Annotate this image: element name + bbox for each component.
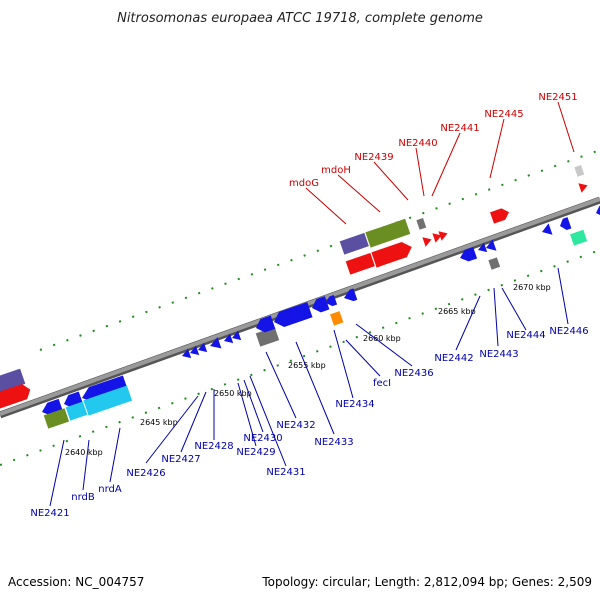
gene-box — [488, 257, 501, 270]
genome-summary-text: Topology: circular; Length: 2,812,094 bp… — [261, 575, 592, 589]
gene-arrow — [345, 252, 375, 275]
gene-box — [255, 326, 280, 347]
gene-label-bottom: NE2431 — [266, 467, 305, 478]
gene-arrow — [256, 315, 276, 333]
gene-label-top: NE2440 — [398, 138, 437, 149]
gene-arrow — [560, 217, 572, 231]
gene-label-bottom: NE2436 — [394, 368, 433, 379]
gene-label-bottom: fecI — [373, 378, 391, 389]
scale-label: 2660 kbp — [363, 334, 401, 343]
gene-arrow — [210, 337, 222, 349]
gene-arrow — [486, 239, 497, 251]
gene-arrow — [82, 375, 129, 403]
gene-label-bottom: NE2434 — [335, 399, 374, 410]
gene-arrow — [326, 295, 338, 307]
scale-label: 2670 kbp — [513, 283, 551, 292]
scale-label: 2645 kbp — [140, 418, 178, 427]
gene-arrow — [478, 242, 488, 253]
gene-label-bottom: NE2429 — [236, 447, 275, 458]
gene-box — [570, 229, 588, 246]
labels-top: mdoG mdoH NE2439 NE2440 NE2441 NE2445 NE… — [289, 92, 578, 189]
gene-label-bottom: NE2421 — [30, 508, 69, 519]
scale-label: 2640 kbp — [65, 448, 103, 457]
gene-label-top: NE2445 — [484, 109, 523, 120]
gene-box — [416, 217, 427, 230]
gene-label-bottom: NE2428 — [194, 441, 233, 452]
gene-box — [83, 385, 133, 416]
gene-arrow — [224, 333, 234, 344]
gene-label-top: mdoH — [321, 165, 351, 176]
gene-label-bottom: NE2430 — [243, 433, 282, 444]
gene-arrow — [0, 368, 26, 393]
gene-label-bottom: NE2442 — [434, 353, 473, 364]
gene-label-bottom: NE2446 — [549, 326, 588, 337]
gene-arrow — [0, 383, 31, 409]
gene-arrow — [438, 231, 448, 241]
gene-arrow — [274, 302, 313, 327]
leader-lines-top — [305, 101, 575, 225]
labels-bottom: NE2421 nrdB nrdA NE2426 NE2427 NE2428 NE… — [30, 326, 588, 519]
gene-label-bottom: NE2427 — [161, 454, 200, 465]
gene-arrow — [542, 223, 553, 235]
gene-arrow — [432, 233, 442, 243]
gene-box — [330, 311, 344, 326]
gene-box — [65, 401, 88, 421]
leader-lines-bottom — [49, 267, 569, 507]
gene-arrow — [344, 288, 358, 302]
accession-text: Accession: NC_004757 — [8, 575, 144, 589]
gene-label-top: NE2441 — [440, 123, 479, 134]
gene-label-bottom: NE2433 — [314, 437, 353, 448]
gene-arrow — [490, 208, 510, 224]
gene-arrow — [596, 205, 600, 217]
gene-arrow — [190, 345, 200, 356]
scale-label: 2655 kbp — [288, 361, 326, 370]
gene-arrow — [198, 342, 208, 353]
gene-label-bottom: NE2443 — [479, 349, 518, 360]
tick-track-upper — [39, 149, 600, 351]
gene-box — [339, 232, 369, 255]
scale-labels: 2640 kbp 2645 kbp 2650 kbp 2655 kbp 2660… — [65, 283, 551, 457]
gene-label-top: NE2439 — [354, 152, 393, 163]
gene-arrow — [460, 247, 478, 262]
gene-box — [574, 164, 585, 177]
gene-arrow — [578, 183, 588, 193]
gene-arrow — [182, 348, 192, 359]
gene-box — [43, 408, 70, 429]
gene-label-top: NE2451 — [538, 92, 577, 103]
gene-arrow — [232, 330, 242, 341]
scale-label: 2665 kbp — [438, 307, 476, 316]
gene-label-bottom: nrdB — [71, 492, 95, 503]
gene-label-top: mdoG — [289, 178, 319, 189]
gene-arrow — [371, 242, 412, 268]
gene-label-bottom: nrdA — [98, 484, 122, 495]
gene-label-bottom: NE2432 — [276, 420, 315, 431]
gene-arrow — [422, 237, 432, 247]
scale-label: 2650 kbp — [214, 389, 252, 398]
gene-arrow — [312, 296, 330, 313]
gene-label-bottom: NE2444 — [506, 330, 545, 341]
page-title: Nitrosomonas europaea ATCC 19718, comple… — [117, 11, 483, 26]
gene-box — [365, 218, 411, 248]
gene-features — [0, 164, 600, 429]
gene-label-bottom: NE2426 — [126, 468, 165, 479]
